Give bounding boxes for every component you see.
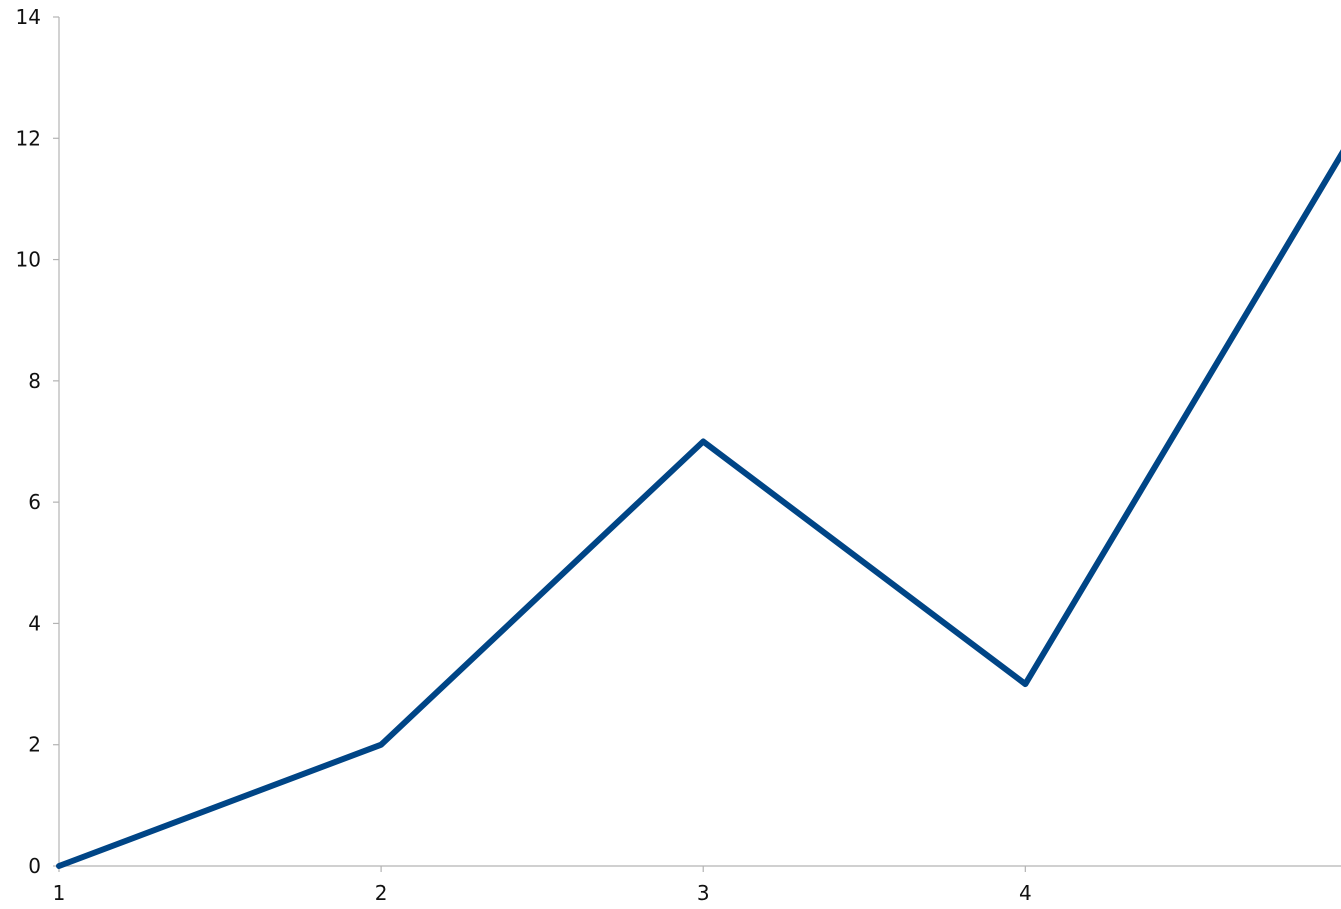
- x-tick-label: 2: [375, 881, 388, 905]
- x-tick-label: 1: [53, 881, 66, 905]
- series-group: [56, 149, 1341, 869]
- y-tick-label: 10: [16, 248, 41, 272]
- y-tick-label: 14: [16, 5, 41, 29]
- y-tick-label: 2: [28, 733, 41, 757]
- series-line: [56, 149, 1341, 869]
- y-axis-ticks: 0 2 4 6 8 10 12 14: [16, 5, 59, 878]
- y-tick-label: 12: [16, 126, 41, 150]
- y-tick-label: 6: [28, 490, 41, 514]
- y-tick-label: 0: [28, 854, 41, 878]
- x-axis-ticks: 1 2 3 4: [53, 866, 1032, 905]
- x-tick-label: 4: [1019, 881, 1032, 905]
- y-tick-label: 4: [28, 611, 41, 635]
- y-tick-label: 8: [28, 369, 41, 393]
- x-tick-label: 3: [697, 881, 710, 905]
